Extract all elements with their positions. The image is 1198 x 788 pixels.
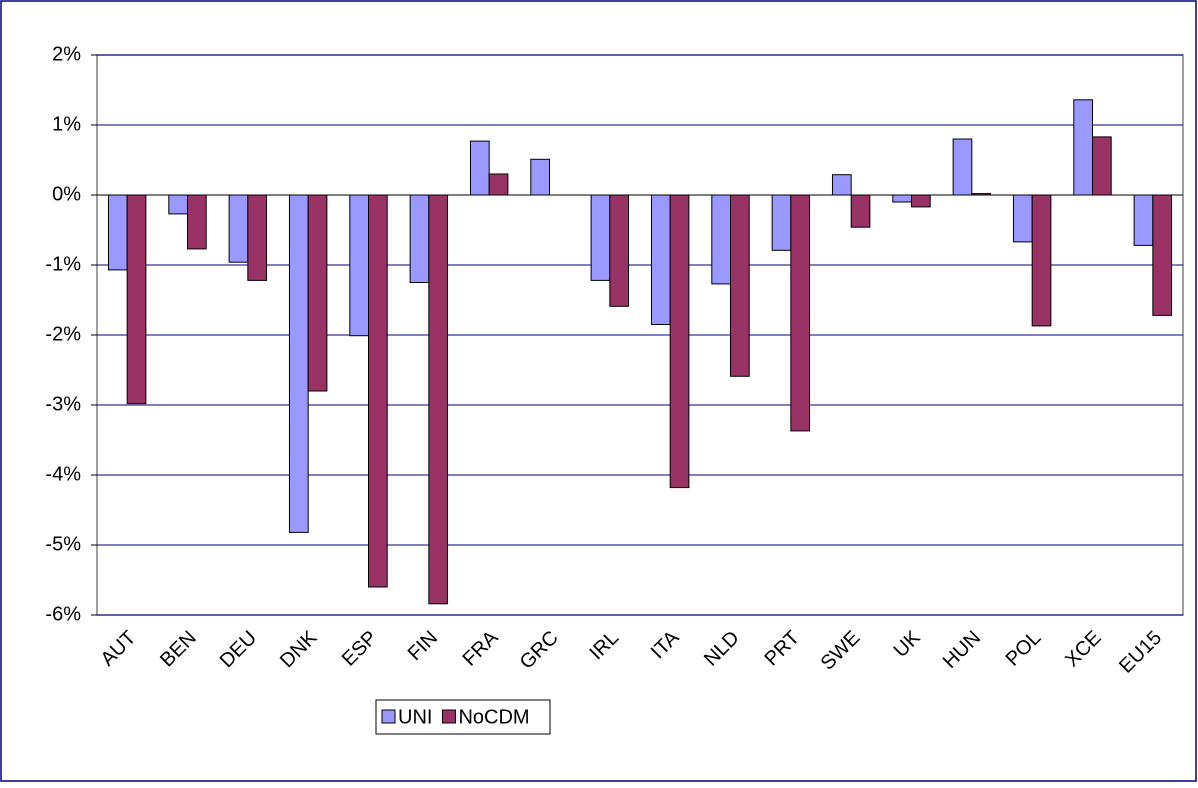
bar <box>409 194 430 283</box>
bar <box>911 194 931 208</box>
bar <box>107 194 128 271</box>
legend-label: UNI <box>398 706 432 728</box>
bar <box>590 194 611 281</box>
bar <box>790 194 811 432</box>
bar <box>609 194 630 307</box>
bar <box>1073 99 1093 196</box>
legend-swatch <box>381 709 396 724</box>
y-tick-label: -3% <box>45 393 81 415</box>
bar <box>711 194 732 285</box>
y-tick-label: -4% <box>45 463 81 485</box>
y-tick-label: -5% <box>45 533 81 555</box>
bar <box>1012 194 1033 243</box>
bar <box>771 194 792 251</box>
bar <box>228 194 249 263</box>
legend-label: NoCDM <box>458 706 529 728</box>
bar <box>349 194 369 337</box>
bar <box>530 158 551 196</box>
bar <box>831 174 852 196</box>
bar <box>307 194 328 392</box>
bar <box>187 194 207 250</box>
bar <box>428 194 449 605</box>
bar <box>469 140 490 196</box>
bar <box>168 194 188 215</box>
bar <box>288 194 309 533</box>
bar <box>247 194 268 281</box>
y-tick-label: -2% <box>45 323 81 345</box>
y-tick-label: 0% <box>52 183 81 205</box>
bar <box>892 194 913 203</box>
bar <box>488 173 509 196</box>
legend <box>375 699 551 735</box>
bar <box>1133 194 1154 246</box>
legend-box <box>375 699 551 735</box>
bar <box>1152 194 1173 316</box>
bar <box>850 194 871 228</box>
y-tick-label: -6% <box>45 603 81 625</box>
y-tick-label: 2% <box>52 43 81 65</box>
bar <box>730 194 750 377</box>
bar <box>952 138 973 196</box>
y-tick-label: -1% <box>45 253 81 275</box>
y-tick-label: 1% <box>52 113 81 135</box>
bar <box>1031 194 1052 327</box>
bar <box>126 194 147 405</box>
legend-swatch <box>441 709 456 724</box>
bar <box>650 194 671 325</box>
bar <box>1092 136 1112 196</box>
bar <box>368 194 388 588</box>
bar <box>669 194 690 489</box>
